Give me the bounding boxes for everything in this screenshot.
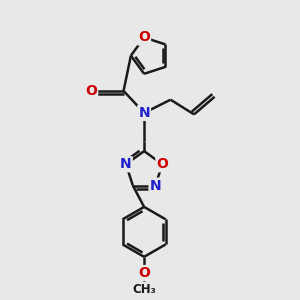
Text: N: N bbox=[138, 106, 150, 120]
Text: CH₃: CH₃ bbox=[132, 283, 156, 296]
Text: O: O bbox=[138, 31, 150, 44]
Text: O: O bbox=[156, 157, 168, 171]
Text: N: N bbox=[149, 178, 161, 193]
Text: O: O bbox=[85, 84, 97, 98]
Text: O: O bbox=[138, 266, 150, 280]
Text: N: N bbox=[120, 157, 132, 171]
